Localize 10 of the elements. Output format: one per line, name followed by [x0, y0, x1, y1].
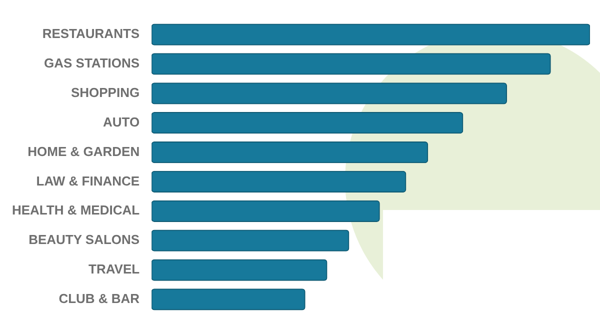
y-tick-label: HOME & GARDEN [28, 144, 140, 159]
y-tick-label: BEAUTY SALONS [28, 232, 140, 248]
y-tick-label: RESTAURANTS [42, 26, 140, 42]
y-tick-label: AUTO [102, 114, 140, 130]
y-tick-label: HEALTH & MEDICAL [12, 202, 140, 218]
y-tick-label: GAS STATIONS [44, 56, 140, 71]
y-tick-label: CLUB & BAR [58, 291, 140, 306]
y-tick-label: LAW & FINANCE [36, 173, 140, 188]
y-tick-label: TRAVEL [88, 262, 140, 277]
y-tick-label: SHOPPING [70, 84, 140, 100]
